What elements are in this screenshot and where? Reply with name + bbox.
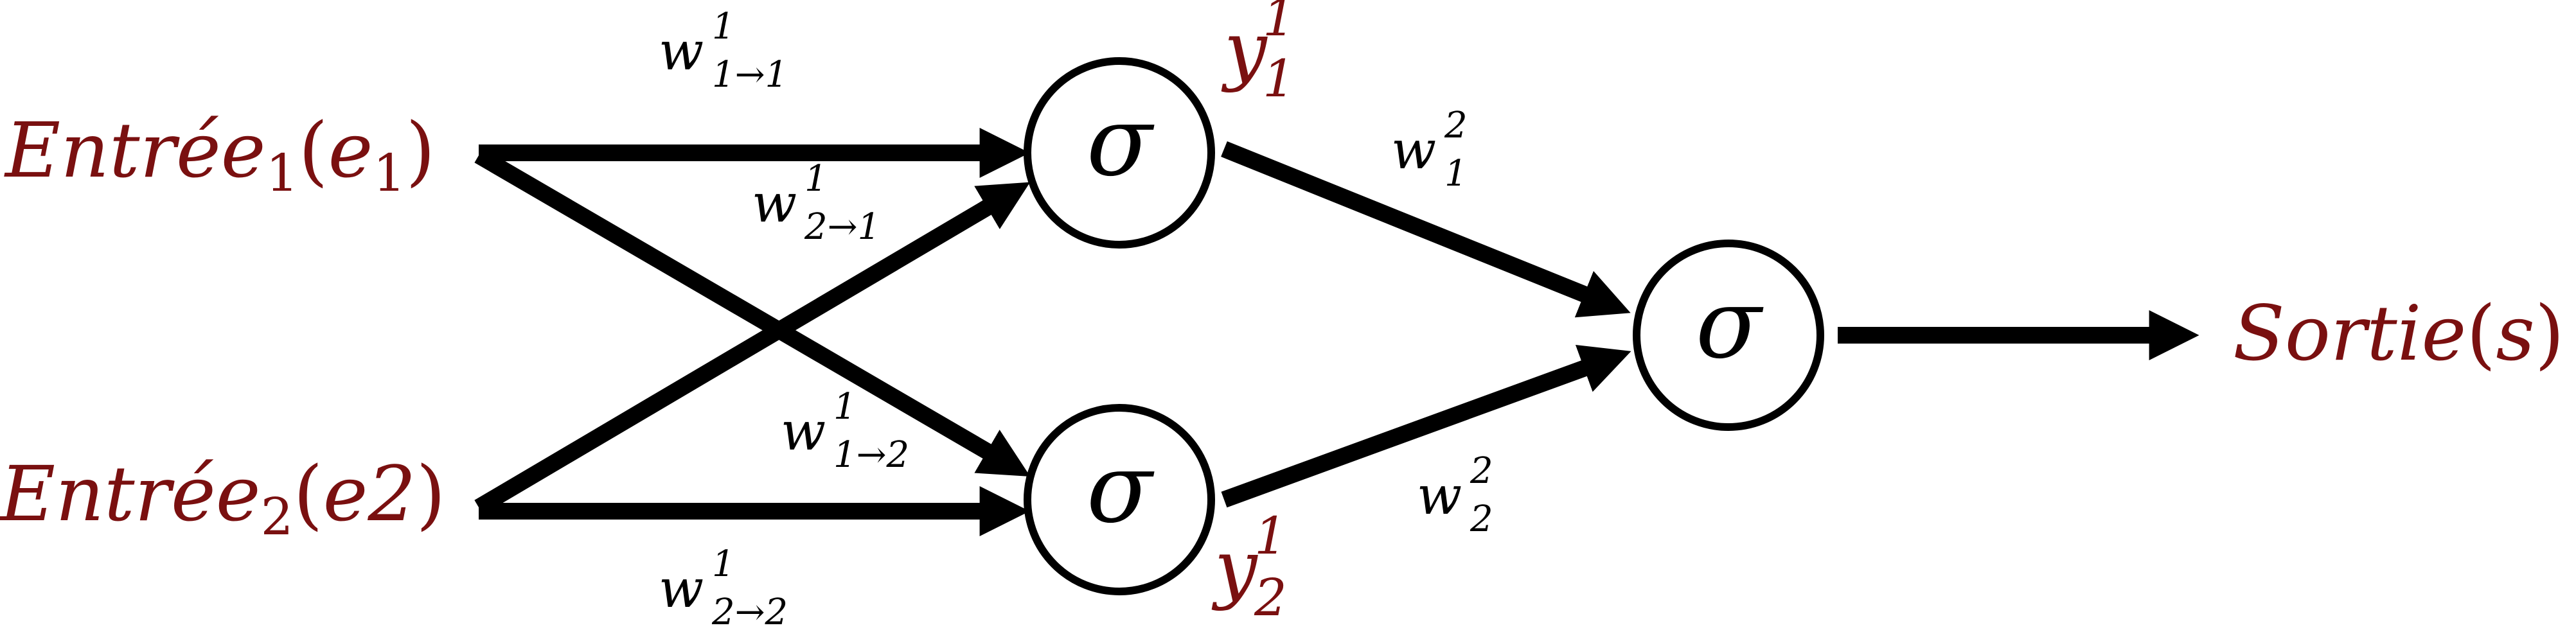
svg-text:w: w: [1391, 120, 1436, 181]
svg-text:2→2: 2→2: [711, 591, 788, 630]
svg-text:1→2: 1→2: [833, 434, 909, 476]
svg-text:1→1: 1→1: [712, 54, 788, 96]
neuron-circle: [1024, 57, 1215, 249]
edge-h2-to-out: [1221, 344, 1631, 508]
hidden-neuron-1: σ: [1024, 57, 1215, 249]
hidden-neuron-2: σ: [1024, 404, 1215, 595]
hidden-output-label-1: y 1 1: [1221, 0, 1295, 109]
neuron-circle: [1633, 240, 1824, 431]
weight-label-w1: w 2 1: [1391, 105, 1468, 195]
svg-text:y: y: [1211, 523, 1258, 612]
input-label-2: Entrée2(e2): [0, 450, 446, 547]
svg-text:w: w: [659, 559, 704, 620]
output-label: Sortie(s): [2233, 289, 2564, 378]
hidden-output-label-2: y 1 2: [1211, 506, 1287, 627]
svg-text:2→1: 2→1: [804, 206, 880, 248]
svg-text:1: 1: [1263, 49, 1295, 109]
sigma-symbol: σ: [1696, 268, 1764, 380]
output-neuron: σ: [1633, 240, 1824, 431]
svg-text:2: 2: [1444, 105, 1468, 146]
weight-label-w11: w 1 1→1: [659, 6, 788, 96]
input-label-1: Entrée1(e1): [4, 106, 435, 203]
edge-h1-to-out: [1221, 141, 1631, 318]
svg-text:1: 1: [804, 158, 828, 200]
neuron-circle: [1024, 404, 1215, 595]
sigma-symbol: σ: [1087, 433, 1155, 545]
svg-text:w: w: [752, 173, 797, 234]
svg-text:2: 2: [1254, 568, 1287, 627]
svg-text:1: 1: [833, 386, 857, 428]
edge-e2-to-h1: [474, 182, 1031, 515]
svg-text:1: 1: [1444, 153, 1468, 195]
svg-text:1: 1: [712, 6, 735, 48]
sigma-symbol: σ: [1087, 86, 1155, 198]
svg-text:1: 1: [1263, 0, 1295, 48]
weight-label-w12: w 1 1→2: [781, 386, 909, 476]
svg-text:y: y: [1221, 5, 1268, 94]
svg-text:2: 2: [1470, 450, 1493, 492]
edge-e1-to-h2: [474, 148, 1031, 477]
svg-text:1: 1: [1254, 506, 1287, 566]
weight-label-w21: w 1 2→1: [752, 158, 880, 248]
svg-text:2: 2: [1470, 498, 1493, 540]
svg-text:w: w: [659, 21, 704, 82]
edges: [474, 128, 2199, 536]
svg-text:w: w: [1417, 466, 1462, 527]
weight-label-w22: w 1 2→2: [659, 543, 788, 630]
svg-text:w: w: [781, 401, 826, 462]
svg-text:1: 1: [712, 543, 735, 585]
weight-label-w2: w 2 2: [1417, 450, 1493, 540]
